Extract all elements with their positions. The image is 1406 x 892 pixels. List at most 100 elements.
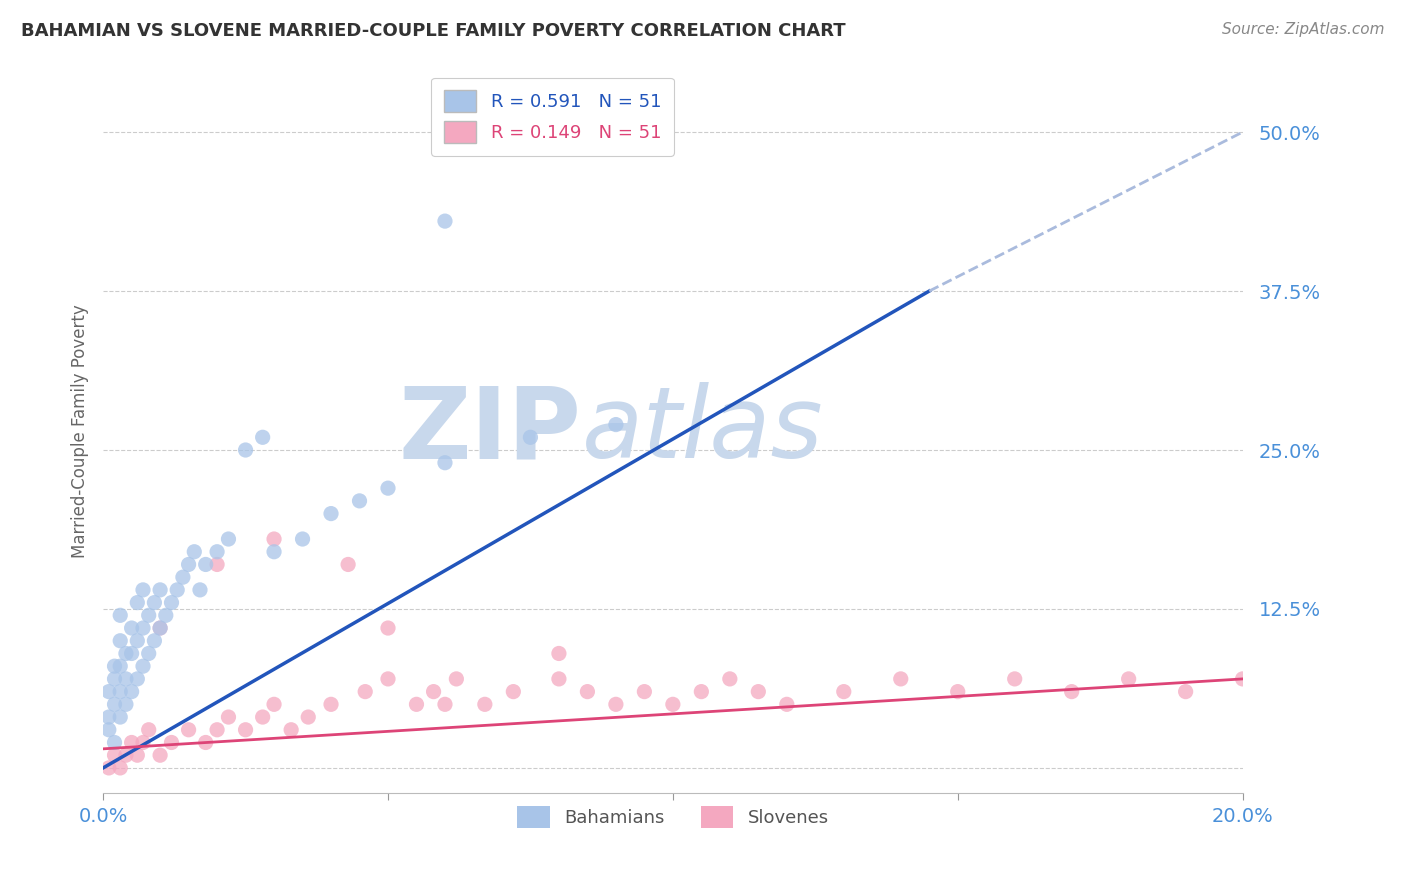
Point: [127, 672, 149, 686]
Point: [177, 723, 200, 737]
Point: [832, 684, 855, 698]
Point: [662, 698, 685, 712]
Point: [149, 582, 172, 597]
Point: [115, 647, 138, 661]
Point: [205, 558, 228, 572]
Point: [319, 507, 342, 521]
Point: [291, 532, 314, 546]
Point: [155, 608, 177, 623]
Point: [97, 761, 120, 775]
Point: [132, 621, 155, 635]
Point: [576, 684, 599, 698]
Point: [115, 698, 138, 712]
Point: [263, 698, 285, 712]
Point: [110, 659, 132, 673]
Point: [97, 710, 120, 724]
Point: [377, 621, 399, 635]
Point: [422, 684, 444, 698]
Point: [263, 545, 285, 559]
Point: [890, 672, 912, 686]
Point: [138, 723, 160, 737]
Point: [177, 558, 200, 572]
Text: Source: ZipAtlas.com: Source: ZipAtlas.com: [1222, 22, 1385, 37]
Point: [149, 621, 172, 635]
Point: [633, 684, 655, 698]
Point: [183, 545, 205, 559]
Point: [110, 633, 132, 648]
Point: [377, 672, 399, 686]
Point: [149, 748, 172, 763]
Point: [160, 735, 183, 749]
Point: [97, 723, 120, 737]
Point: [121, 735, 143, 749]
Point: [446, 672, 468, 686]
Point: [252, 710, 274, 724]
Point: [405, 698, 427, 712]
Point: [166, 582, 188, 597]
Point: [349, 494, 371, 508]
Point: [103, 659, 125, 673]
Point: [132, 582, 155, 597]
Point: [103, 735, 125, 749]
Point: [519, 430, 541, 444]
Point: [103, 748, 125, 763]
Point: [433, 456, 456, 470]
Point: [1060, 684, 1083, 698]
Point: [121, 684, 143, 698]
Point: [97, 684, 120, 698]
Point: [160, 596, 183, 610]
Point: [747, 684, 769, 698]
Point: [1118, 672, 1140, 686]
Point: [548, 672, 571, 686]
Point: [143, 596, 166, 610]
Text: BAHAMIAN VS SLOVENE MARRIED-COUPLE FAMILY POVERTY CORRELATION CHART: BAHAMIAN VS SLOVENE MARRIED-COUPLE FAMIL…: [21, 22, 846, 40]
Point: [110, 710, 132, 724]
Point: [149, 621, 172, 635]
Point: [319, 698, 342, 712]
Point: [143, 633, 166, 648]
Point: [297, 710, 319, 724]
Legend: Bahamians, Slovenes: Bahamians, Slovenes: [510, 798, 835, 835]
Point: [217, 710, 239, 724]
Point: [132, 735, 155, 749]
Point: [1232, 672, 1254, 686]
Point: [235, 723, 257, 737]
Point: [110, 684, 132, 698]
Point: [121, 621, 143, 635]
Point: [690, 684, 713, 698]
Point: [115, 672, 138, 686]
Point: [548, 647, 571, 661]
Point: [103, 672, 125, 686]
Point: [103, 698, 125, 712]
Point: [433, 214, 456, 228]
Point: [194, 558, 217, 572]
Point: [337, 558, 360, 572]
Point: [121, 647, 143, 661]
Point: [205, 545, 228, 559]
Point: [194, 735, 217, 749]
Point: [138, 647, 160, 661]
Point: [252, 430, 274, 444]
Point: [172, 570, 194, 584]
Point: [605, 698, 627, 712]
Point: [205, 723, 228, 737]
Point: [354, 684, 377, 698]
Point: [263, 532, 285, 546]
Point: [474, 698, 496, 712]
Point: [235, 442, 257, 457]
Point: [110, 608, 132, 623]
Point: [718, 672, 741, 686]
Point: [377, 481, 399, 495]
Point: [115, 748, 138, 763]
Point: [127, 748, 149, 763]
Point: [433, 698, 456, 712]
Point: [605, 417, 627, 432]
Point: [127, 596, 149, 610]
Text: atlas: atlas: [582, 383, 824, 479]
Point: [138, 608, 160, 623]
Point: [1004, 672, 1026, 686]
Point: [188, 582, 211, 597]
Point: [127, 633, 149, 648]
Point: [776, 698, 799, 712]
Text: ZIP: ZIP: [399, 383, 582, 479]
